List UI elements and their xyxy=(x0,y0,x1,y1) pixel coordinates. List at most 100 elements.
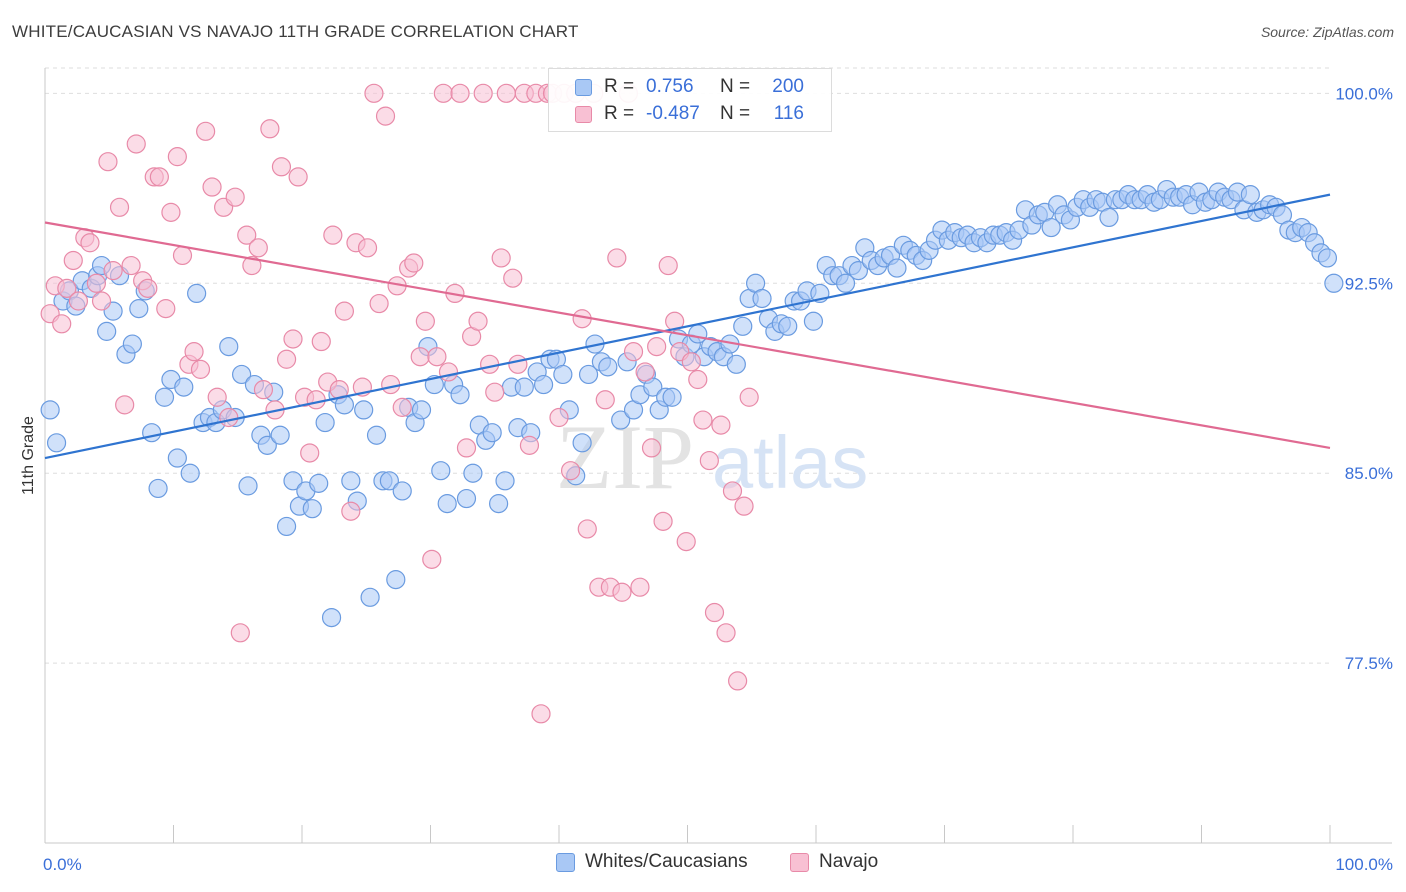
legend-swatch-whites xyxy=(575,78,592,96)
y-tick-label: 100.0% xyxy=(1335,84,1393,103)
data-point xyxy=(623,342,644,362)
data-point xyxy=(450,385,470,405)
legend-r-label: R = xyxy=(604,103,635,124)
y-axis-label: 11th Grade xyxy=(20,416,37,495)
data-point xyxy=(91,291,112,311)
data-point xyxy=(97,321,117,341)
data-point xyxy=(341,471,361,491)
data-point xyxy=(242,255,262,276)
data-point xyxy=(560,461,581,481)
trend-line-navajo xyxy=(44,221,1331,449)
data-point xyxy=(410,347,430,367)
legend-r-value: -0.487 xyxy=(646,103,700,124)
series-legend-item-navajo: Navajo xyxy=(790,851,878,873)
data-point xyxy=(739,387,759,407)
data-point xyxy=(375,106,396,126)
legend-n-value: 200 xyxy=(772,76,804,97)
correlation-legend: R = 0.756 N = 200 R = -0.487 N = 116 xyxy=(548,68,832,132)
data-point xyxy=(728,671,748,691)
data-point xyxy=(1099,207,1119,228)
series-legend: Whites/Caucasians Navajo xyxy=(0,851,1406,877)
data-point xyxy=(161,202,181,222)
data-point xyxy=(722,481,743,501)
data-point xyxy=(495,471,515,491)
data-point xyxy=(578,364,599,385)
data-point xyxy=(676,532,696,552)
data-point xyxy=(364,83,384,103)
trend-line-whites xyxy=(44,193,1331,460)
series-navajo xyxy=(40,83,759,724)
data-point xyxy=(438,362,459,382)
y-tick-label: 85.0% xyxy=(1345,464,1393,483)
data-point xyxy=(653,511,673,531)
data-point xyxy=(577,519,597,539)
data-point xyxy=(572,433,592,453)
data-point xyxy=(237,225,257,245)
data-point xyxy=(595,390,615,410)
data-point xyxy=(422,549,442,569)
data-point xyxy=(149,167,169,187)
data-point xyxy=(386,570,406,590)
data-point xyxy=(129,299,149,319)
data-point xyxy=(138,278,158,298)
series-legend-label: Whites/Caucasians xyxy=(585,851,748,872)
legend-n-value: 116 xyxy=(773,103,804,124)
data-point xyxy=(752,288,772,309)
data-point xyxy=(480,354,500,374)
x-tick-label: 100.0% xyxy=(1335,855,1393,874)
y-tick-label: 77.5% xyxy=(1345,654,1393,673)
data-point xyxy=(1240,185,1260,205)
data-point xyxy=(276,516,297,537)
data-point xyxy=(68,291,89,311)
data-point xyxy=(1041,217,1061,238)
data-point xyxy=(207,387,227,407)
data-point xyxy=(148,478,168,499)
data-point xyxy=(341,501,361,521)
data-point xyxy=(437,494,457,514)
series-legend-swatch-navajo xyxy=(790,852,809,872)
data-point xyxy=(647,336,667,357)
data-point xyxy=(491,248,511,268)
data-point xyxy=(366,425,387,445)
series-legend-item-whites: Whites/Caucasians xyxy=(556,851,748,873)
data-point xyxy=(40,400,60,420)
data-point xyxy=(635,362,655,382)
data-point xyxy=(549,407,569,428)
data-point xyxy=(52,314,72,334)
data-point xyxy=(431,461,451,481)
data-point xyxy=(190,359,211,379)
data-point xyxy=(456,438,477,458)
data-point xyxy=(411,400,432,420)
data-point xyxy=(167,147,187,167)
trend-lines xyxy=(44,193,1331,460)
data-point xyxy=(404,253,424,273)
data-points xyxy=(40,83,1344,724)
data-point xyxy=(778,316,798,336)
data-point xyxy=(230,623,250,643)
data-point xyxy=(354,400,374,420)
data-point xyxy=(121,255,141,276)
data-point xyxy=(122,334,142,354)
data-point xyxy=(665,311,685,331)
data-point xyxy=(357,238,378,258)
axis-labels: 77.5% 85.0% 92.5% 100.0% 0.0% 100.0% 11th Grad… xyxy=(20,84,1393,874)
data-point xyxy=(688,369,708,390)
data-point xyxy=(699,450,719,471)
data-point xyxy=(456,488,477,509)
data-point xyxy=(630,577,650,597)
data-point xyxy=(103,261,123,281)
data-point xyxy=(427,347,447,367)
series-legend-label: Navajo xyxy=(819,851,879,872)
data-point xyxy=(489,494,509,514)
data-point xyxy=(156,299,176,319)
data-point xyxy=(733,316,753,336)
data-point xyxy=(711,415,731,435)
data-point xyxy=(433,83,453,103)
data-point xyxy=(180,463,200,483)
data-point xyxy=(803,311,824,331)
data-point xyxy=(360,587,380,607)
data-point xyxy=(57,278,77,298)
data-point xyxy=(142,423,162,443)
data-point xyxy=(219,336,239,357)
